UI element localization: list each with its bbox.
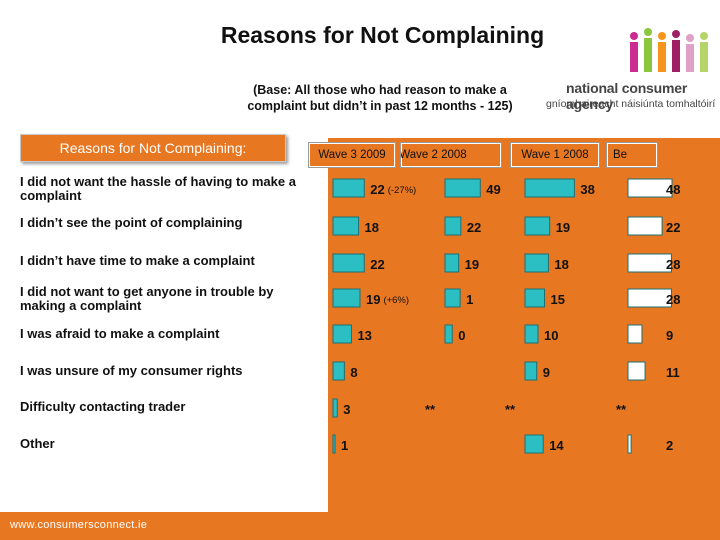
bar (332, 434, 336, 454)
footer-band (0, 512, 328, 540)
series-tab-wave2: Wave 2 2008 (400, 142, 502, 168)
bar (627, 288, 672, 308)
page-title: Reasons for Not Complaining (220, 22, 545, 48)
data-label: 19 (465, 257, 479, 272)
bar (332, 216, 360, 236)
section-header: Reasons for Not Complaining: (20, 134, 286, 162)
nca-logo: national consumer agency gníomhaireacht … (540, 26, 720, 116)
bar (444, 253, 460, 273)
category-label: I didn’t see the point of complaining (20, 215, 243, 230)
data-label: ** (425, 402, 436, 417)
change-annotation: (-27%) (388, 185, 417, 196)
data-label: 1 (466, 292, 473, 307)
data-label: 18 (554, 257, 568, 272)
subtitle: (Base: All those who had reason to make … (247, 83, 513, 113)
data-label: 28 (666, 257, 680, 272)
bar (627, 216, 663, 236)
data-label: 0 (458, 328, 465, 343)
bar (332, 253, 365, 273)
data-label: 22 (666, 220, 680, 235)
logo-irish-name: gníomhaireacht náisiúnta tomhaltóirí (546, 98, 716, 110)
data-label: 22 (467, 220, 481, 235)
bar (627, 361, 646, 381)
data-label: 10 (544, 328, 558, 343)
bar (444, 324, 453, 344)
bar (524, 288, 545, 308)
bar (332, 324, 352, 344)
category-label: I did not want to get anyone in trouble … (20, 284, 274, 313)
category-label: I was afraid to make a complaint (20, 326, 220, 341)
bar (332, 361, 345, 381)
bar (524, 216, 551, 236)
bar (627, 178, 673, 198)
series-tab-wave1: Wave 1 2008 (510, 142, 600, 168)
data-label: 22 (370, 257, 384, 272)
change-annotation: (+6%) (383, 295, 409, 306)
data-label: 38 (580, 182, 594, 197)
bar (524, 324, 539, 344)
series-tab-wave3: Wave 3 2009 (308, 142, 396, 168)
bar (444, 288, 461, 308)
bar (524, 434, 544, 454)
bar (524, 178, 575, 198)
data-label: 8 (350, 365, 357, 380)
category-label: Difficulty contacting trader (20, 399, 186, 414)
data-label: 2 (666, 438, 673, 453)
data-label: 22 (370, 182, 384, 197)
data-label: 13 (357, 328, 371, 343)
bar (524, 361, 538, 381)
data-label: 14 (549, 438, 564, 453)
category-label: I did not want the hassle of having to m… (20, 174, 296, 203)
data-label: 9 (543, 365, 550, 380)
bar (627, 324, 643, 344)
bar (332, 288, 361, 308)
bar (332, 398, 338, 418)
data-label: 18 (365, 220, 379, 235)
bar (332, 178, 365, 198)
bar (524, 253, 549, 273)
bar (627, 434, 632, 454)
logo-name: national consumer agency (566, 80, 688, 112)
data-label: 28 (666, 292, 680, 307)
data-label: 19 (366, 292, 380, 307)
category-label: Other (20, 436, 55, 451)
data-label: 15 (551, 292, 565, 307)
data-label: ** (616, 402, 627, 417)
data-label: 19 (556, 220, 570, 235)
data-label: 48 (666, 182, 680, 197)
data-label: 11 (666, 365, 680, 380)
category-label: I didn’t have time to make a complaint (20, 253, 255, 268)
data-label: 1 (341, 438, 348, 453)
chart-panel (328, 138, 720, 540)
footer-url: www.consumersconnect.ie (10, 519, 148, 531)
data-label: 3 (343, 402, 350, 417)
data-label: 9 (666, 328, 673, 343)
bar (444, 178, 481, 198)
data-label: ** (505, 402, 516, 417)
series-tab-benchmark: Be (606, 142, 658, 168)
category-label: I was unsure of my consumer rights (20, 363, 243, 378)
bar (444, 216, 462, 236)
data-label: 49 (486, 182, 500, 197)
people-logo-icon (630, 28, 708, 72)
bar (627, 253, 672, 273)
